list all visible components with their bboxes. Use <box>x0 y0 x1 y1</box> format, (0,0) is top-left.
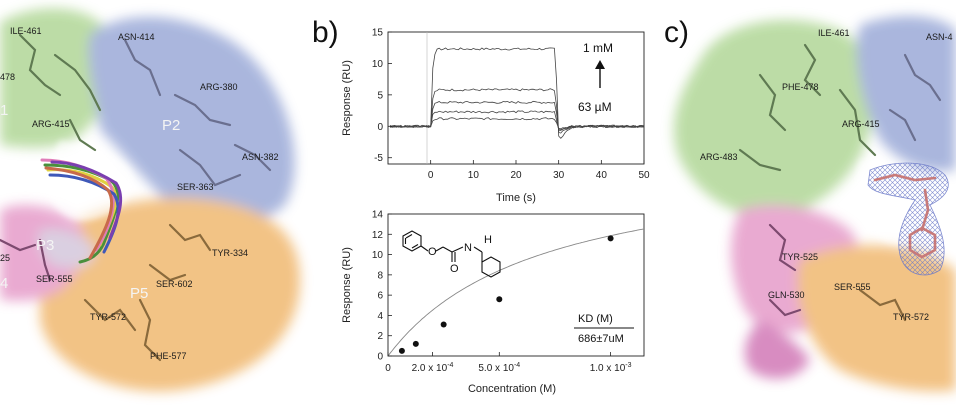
panel-a-pocket: ILE-461 ASN-414 478 ARG-380 1 ARG-415 P2… <box>0 8 300 392</box>
x-tick-exponent: -4 <box>514 362 520 369</box>
y-tick-label: 0 <box>377 122 383 133</box>
electron-density-mesh <box>867 162 949 276</box>
annotation-top: 1 mM <box>583 41 613 55</box>
x-tick-label: 2.0 x 10-4 <box>412 362 454 374</box>
pocket-label: 4 <box>0 275 8 292</box>
x-tick-label: 0 <box>428 170 434 181</box>
y-tick-label: 10 <box>372 59 384 70</box>
residue-label: ARG-415 <box>842 119 880 129</box>
pocket-label: P3 <box>36 237 54 254</box>
residue-label: ASN-382 <box>242 152 279 162</box>
sensorgram-xlabel: Time (s) <box>496 192 536 204</box>
sensorgram-ylabel: Response (RU) <box>341 60 353 136</box>
dose-response-frame <box>387 213 645 357</box>
y-tick-label: 12 <box>372 230 384 241</box>
p5-sticks <box>83 223 212 362</box>
residue-label: ILE-461 <box>818 28 850 38</box>
residue-label: TYR-572 <box>893 312 929 322</box>
pocket-label: 1 <box>0 102 8 119</box>
x-tick-label: 50 <box>638 170 650 181</box>
residue-label: GLN-530 <box>768 290 805 300</box>
dose-response-chart: 0 2.0 x 10-4 5.0 x 10-4 1.0 x 10-3 0 2 4 6 8 10 1… <box>341 210 645 395</box>
residue-label: SER-602 <box>156 279 193 289</box>
residue-label: PHE-577 <box>150 351 187 361</box>
bound-ligand <box>873 173 937 259</box>
residue-label: 478 <box>0 72 15 82</box>
y-tick-label: 4 <box>377 311 383 322</box>
kd-label: KD (M) <box>578 313 613 325</box>
residue-label: ARG-483 <box>700 152 738 162</box>
p5-surface <box>40 197 300 392</box>
data-point <box>398 347 405 354</box>
p3-light <box>38 228 95 269</box>
ligand-poses <box>40 158 123 264</box>
c-p5-surface <box>797 245 956 392</box>
residue-label: PHE-478 <box>782 82 819 92</box>
annotation-bottom: 63 µM <box>578 100 612 114</box>
structure-carbonyl-oxygen: O <box>450 263 459 275</box>
data-point <box>440 321 447 328</box>
residue-label: ASN-414 <box>118 32 155 42</box>
binding-fit-curve <box>387 228 645 357</box>
data-point <box>607 235 614 242</box>
x-tick-label: 20 <box>510 170 522 181</box>
y-tick-label: 10 <box>372 250 384 261</box>
pocket-label: P2 <box>162 117 180 134</box>
dose-response-xlabel: Concentration (M) <box>468 383 556 395</box>
y-tick-label: 0 <box>377 352 383 363</box>
chemical-structure <box>402 230 501 278</box>
sensorgram-trace <box>389 88 645 134</box>
panel-c-pocket: ILE-461 ASN-4 PHE-478 ARG-483 ARG-415 TY… <box>673 15 956 392</box>
x-tick-label: 5.0 x 10-4 <box>478 362 520 374</box>
x-tick-label: 1.0 x 10-3 <box>590 362 632 374</box>
residue-label: SER-555 <box>834 282 871 292</box>
structure-hydrogen: H <box>484 234 492 246</box>
x-tick-label: 0 <box>385 363 391 374</box>
y-tick-label: 15 <box>372 28 384 39</box>
sensorgram-chart: 0 10 20 30 40 50 -5 0 5 10 15 Time (s) Response (… <box>341 28 650 205</box>
x-tick-label: 40 <box>596 170 608 181</box>
panel-label-b: b) <box>312 16 339 49</box>
y-tick-label: -5 <box>374 153 383 164</box>
structure-nitrogen: N <box>464 242 472 254</box>
residue-label: ARG-415 <box>32 119 70 129</box>
y-tick-label: 14 <box>372 210 384 221</box>
y-tick-label: 5 <box>377 90 383 101</box>
x-tick-label: 10 <box>468 170 480 181</box>
residue-label: 25 <box>0 253 10 263</box>
p2-sticks <box>123 38 272 187</box>
data-point <box>412 340 419 347</box>
residue-label: TYR-572 <box>90 312 126 322</box>
residue-label: SER-555 <box>36 274 73 284</box>
y-tick-label: 2 <box>377 331 383 342</box>
panel-label-c: c) <box>664 16 689 49</box>
x-tick-exponent: -3 <box>625 362 631 369</box>
p2-surface <box>88 16 295 222</box>
sensorgram-trace <box>390 47 645 139</box>
residue-label: ILE-461 <box>10 26 42 36</box>
residue-label: ASN-4 <box>926 32 953 42</box>
residue-label: TYR-334 <box>212 248 248 258</box>
pocket-label: P5 <box>130 285 148 302</box>
concentration-arrow <box>595 60 605 88</box>
residue-label: SER-363 <box>177 182 214 192</box>
x-tick-exponent: -4 <box>447 362 453 369</box>
y-tick-label: 6 <box>377 291 383 302</box>
residue-label: ARG-380 <box>200 82 238 92</box>
x-tick-label: 30 <box>553 170 565 181</box>
y-tick-label: 8 <box>377 270 383 281</box>
structure-oxygen: O <box>428 246 437 258</box>
dose-response-ylabel: Response (RU) <box>341 247 353 323</box>
p1-sticks <box>18 33 102 152</box>
data-point <box>496 296 503 303</box>
kd-value: 686±7uM <box>578 333 624 345</box>
c-p2-surface <box>856 15 956 172</box>
sensorgram-trace <box>389 117 644 130</box>
residue-label: TYR-525 <box>782 252 818 262</box>
